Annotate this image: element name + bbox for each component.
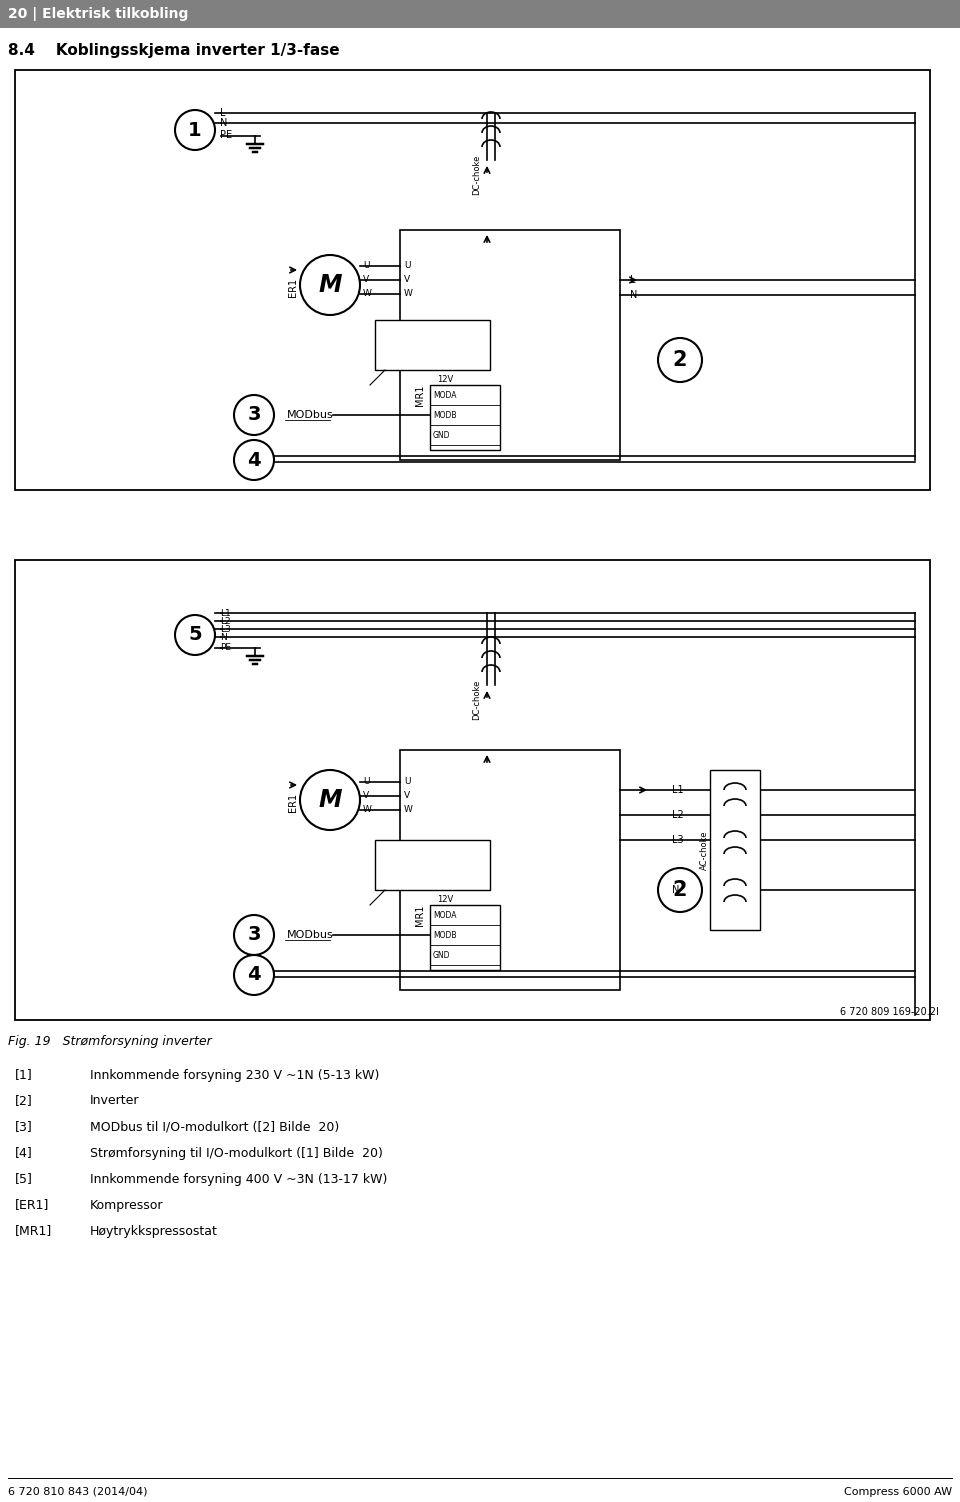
- Text: U: U: [363, 261, 370, 270]
- Text: 4: 4: [247, 966, 261, 984]
- Text: L3: L3: [220, 625, 230, 634]
- Bar: [710, 771, 760, 930]
- Text: L: L: [630, 275, 636, 285]
- Text: V: V: [363, 275, 370, 284]
- Text: 2: 2: [673, 350, 687, 369]
- Text: W: W: [363, 805, 372, 814]
- Text: L2: L2: [672, 810, 684, 820]
- Text: [5]: [5]: [15, 1173, 33, 1185]
- Bar: [430, 906, 500, 970]
- Text: DC-choke: DC-choke: [472, 680, 482, 719]
- Bar: [0, 0, 960, 29]
- Circle shape: [234, 440, 274, 481]
- Bar: [430, 385, 500, 451]
- Text: W: W: [404, 290, 413, 299]
- Text: 2: 2: [673, 880, 687, 900]
- Bar: [400, 230, 620, 460]
- Text: MODA: MODA: [433, 912, 457, 921]
- Text: 12V: 12V: [437, 376, 453, 385]
- Text: U: U: [404, 778, 411, 787]
- Text: ER1: ER1: [288, 793, 298, 811]
- Text: [1]: [1]: [15, 1068, 33, 1081]
- Text: 5: 5: [188, 625, 202, 644]
- Text: [2]: [2]: [15, 1095, 33, 1107]
- Text: L2: L2: [220, 616, 230, 625]
- Text: [ER1]: [ER1]: [15, 1199, 49, 1212]
- Text: [4]: [4]: [15, 1146, 33, 1160]
- Circle shape: [234, 915, 274, 955]
- Text: L: L: [220, 108, 226, 119]
- Text: ER1: ER1: [288, 278, 298, 296]
- Text: 6 720 810 843 (2014/04): 6 720 810 843 (2014/04): [8, 1487, 148, 1497]
- Text: Inverter: Inverter: [90, 1095, 139, 1107]
- Text: MODbus: MODbus: [287, 930, 334, 940]
- Text: W: W: [363, 290, 372, 299]
- Text: [MR1]: [MR1]: [15, 1224, 52, 1238]
- Text: 8.4    Koblingsskjema inverter 1/3-fase: 8.4 Koblingsskjema inverter 1/3-fase: [8, 42, 340, 57]
- Text: MODbus: MODbus: [287, 410, 334, 421]
- Circle shape: [658, 338, 702, 382]
- Text: Kompressor: Kompressor: [90, 1199, 163, 1212]
- Text: DC-choke: DC-choke: [472, 155, 482, 195]
- Text: L1: L1: [220, 608, 230, 617]
- Bar: [15, 71, 930, 490]
- Text: N: N: [672, 885, 680, 895]
- Bar: [15, 560, 930, 1020]
- Text: V: V: [404, 792, 410, 801]
- Bar: [400, 749, 620, 990]
- Text: MODB: MODB: [433, 412, 457, 421]
- Text: PE: PE: [220, 131, 232, 140]
- Text: M: M: [319, 789, 342, 813]
- Text: Compress 6000 AW: Compress 6000 AW: [844, 1487, 952, 1497]
- Text: PE: PE: [220, 643, 231, 652]
- Text: M: M: [319, 273, 342, 297]
- Text: 6 720 809 169-20.2I: 6 720 809 169-20.2I: [840, 1006, 939, 1017]
- Circle shape: [234, 395, 274, 436]
- Bar: [375, 320, 490, 369]
- Text: Innkommende forsyning 400 V ~3N (13-17 kW): Innkommende forsyning 400 V ~3N (13-17 k…: [90, 1173, 388, 1185]
- Text: GND: GND: [433, 431, 450, 440]
- Circle shape: [300, 255, 360, 315]
- Text: AC-choke: AC-choke: [700, 831, 708, 870]
- Text: Innkommende forsyning 230 V ~1N (5-13 kW): Innkommende forsyning 230 V ~1N (5-13 kW…: [90, 1068, 379, 1081]
- Text: 12V: 12V: [437, 895, 453, 904]
- Bar: [375, 840, 490, 891]
- Text: MODA: MODA: [433, 392, 457, 401]
- Text: 3: 3: [248, 406, 261, 425]
- Text: N: N: [220, 632, 227, 641]
- Text: GND: GND: [433, 951, 450, 960]
- Circle shape: [300, 771, 360, 831]
- Text: MODbus til I/O-modulkort ([2] Bilde  20): MODbus til I/O-modulkort ([2] Bilde 20): [90, 1120, 339, 1134]
- Text: N: N: [630, 290, 637, 300]
- Text: 4: 4: [247, 451, 261, 470]
- Text: W: W: [404, 805, 413, 814]
- Circle shape: [175, 110, 215, 150]
- Circle shape: [175, 614, 215, 655]
- Text: MR1: MR1: [415, 385, 425, 406]
- Circle shape: [234, 955, 274, 994]
- Text: V: V: [404, 275, 410, 284]
- Text: 20 | Elektrisk tilkobling: 20 | Elektrisk tilkobling: [8, 8, 188, 21]
- Text: N: N: [220, 119, 228, 128]
- Text: [3]: [3]: [15, 1120, 33, 1134]
- Text: U: U: [363, 778, 370, 787]
- Text: Fig. 19   Strømforsyning inverter: Fig. 19 Strømforsyning inverter: [8, 1035, 212, 1048]
- Text: 3: 3: [248, 925, 261, 945]
- Circle shape: [658, 868, 702, 912]
- Text: L3: L3: [672, 835, 684, 846]
- Text: Strømforsyning til I/O-modulkort ([1] Bilde  20): Strømforsyning til I/O-modulkort ([1] Bi…: [90, 1146, 383, 1160]
- Text: V: V: [363, 792, 370, 801]
- Text: MR1: MR1: [415, 904, 425, 925]
- Text: Høytrykkspressostat: Høytrykkspressostat: [90, 1224, 218, 1238]
- Text: 1: 1: [188, 120, 202, 140]
- Text: U: U: [404, 261, 411, 270]
- Text: L1: L1: [672, 786, 684, 795]
- Text: MODB: MODB: [433, 931, 457, 940]
